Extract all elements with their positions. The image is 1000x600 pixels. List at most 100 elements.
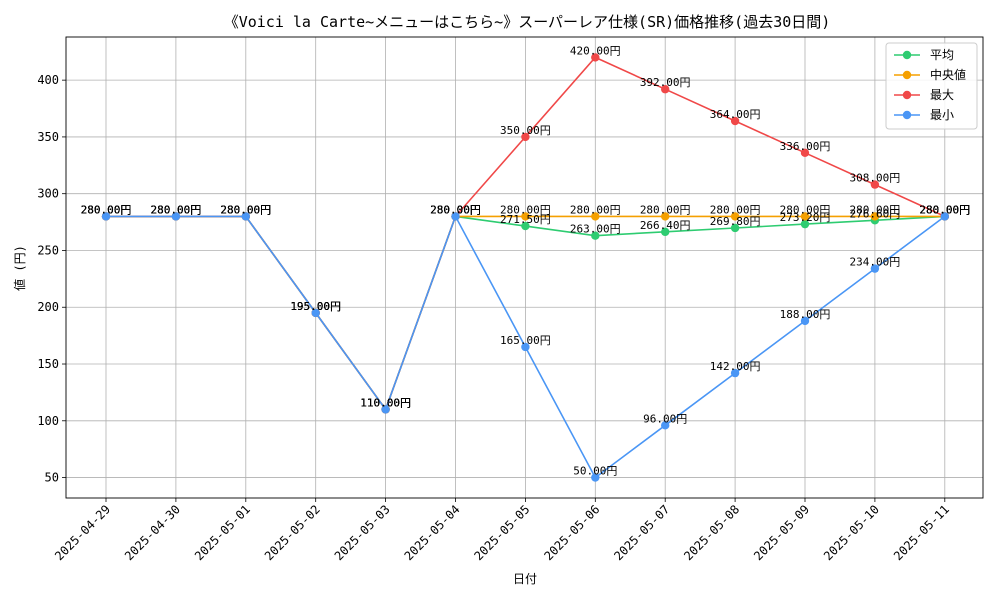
data-label: 280.00円 bbox=[151, 203, 202, 216]
data-label: 195.00円 bbox=[290, 300, 341, 313]
data-label: 195.00円 bbox=[290, 300, 341, 313]
data-label: 280.00円 bbox=[430, 203, 481, 216]
x-tick-label: 2025-05-05 bbox=[472, 502, 533, 563]
data-labels: 280.00円 280.00円 280.00円 195.00円 110.00円 280.0… bbox=[81, 44, 971, 477]
y-tick-label: 50 bbox=[45, 471, 59, 485]
data-point bbox=[940, 212, 949, 221]
data-point bbox=[661, 85, 670, 94]
data-label: 280.00円 bbox=[780, 203, 831, 216]
data-label: 280.00円 bbox=[430, 203, 481, 216]
series-layer bbox=[101, 53, 949, 482]
y-axis-label: 値 (円) bbox=[12, 245, 27, 291]
legend-marker bbox=[902, 50, 912, 60]
data-label: 280.00円 bbox=[81, 203, 132, 216]
x-tick-label: 2025-05-04 bbox=[402, 502, 463, 563]
data-label: 271.50円 bbox=[500, 213, 551, 226]
data-point bbox=[870, 264, 880, 273]
data-label: 420.00円 bbox=[570, 44, 621, 57]
data-point bbox=[730, 212, 740, 221]
data-point bbox=[311, 308, 320, 318]
data-point bbox=[661, 421, 670, 430]
data-label: 280.00円 bbox=[151, 203, 202, 216]
data-point bbox=[451, 212, 460, 221]
legend-label: 平均 bbox=[930, 48, 954, 62]
x-tick-label: 2025-05-03 bbox=[332, 502, 393, 563]
data-point bbox=[800, 316, 810, 326]
chart-title: 《Voici la Carte~メニューはこちら~》スーパーレア仕様(SR)価格… bbox=[224, 13, 831, 31]
data-point bbox=[591, 231, 600, 240]
legend-label: 中央値 bbox=[930, 67, 966, 82]
grid bbox=[66, 37, 983, 498]
data-label: 110.00円 bbox=[360, 396, 411, 409]
y-tick-label: 250 bbox=[37, 243, 59, 257]
x-tick-label: 2025-05-11 bbox=[891, 502, 952, 563]
data-point bbox=[241, 212, 250, 221]
data-point bbox=[800, 148, 810, 158]
data-label: 280.00円 bbox=[81, 203, 132, 216]
x-axis-label: 日付 bbox=[513, 572, 537, 586]
data-label: 392.00円 bbox=[640, 76, 691, 89]
data-label: 280.00円 bbox=[430, 203, 481, 216]
y-tick-label: 350 bbox=[37, 130, 59, 144]
data-label: 350.00円 bbox=[500, 124, 551, 137]
y-tick-label: 400 bbox=[37, 73, 59, 87]
data-label: 280.00円 bbox=[500, 203, 551, 216]
x-tick-label: 2025-05-10 bbox=[821, 502, 882, 563]
data-label: 280.00円 bbox=[220, 203, 271, 216]
data-label: 280.00円 bbox=[919, 203, 970, 216]
data-label: 110.00円 bbox=[360, 396, 411, 409]
data-point bbox=[800, 212, 810, 221]
data-label: 276.60円 bbox=[850, 207, 901, 220]
data-label: 280.00円 bbox=[81, 203, 132, 216]
plot-frame bbox=[65, 36, 984, 499]
series-4 bbox=[101, 212, 949, 482]
y-tick-label: 300 bbox=[37, 187, 59, 201]
data-label: 195.00円 bbox=[290, 300, 341, 313]
data-label: 308.00円 bbox=[850, 172, 901, 185]
data-point bbox=[800, 219, 810, 229]
data-label: 280.00円 bbox=[850, 203, 901, 216]
data-label: 165.00円 bbox=[500, 334, 551, 347]
data-point bbox=[521, 221, 530, 231]
data-label: 280.00円 bbox=[151, 203, 202, 216]
y-tick-label: 200 bbox=[37, 300, 59, 314]
data-label: 336.00円 bbox=[780, 140, 831, 153]
data-label: 110.00円 bbox=[360, 396, 411, 409]
data-point bbox=[870, 180, 880, 189]
data-label: 364.00円 bbox=[710, 108, 761, 121]
legend-label: 最大 bbox=[930, 88, 954, 102]
data-label: 263.00円 bbox=[570, 223, 621, 236]
x-tick-label: 2025-05-02 bbox=[262, 502, 323, 563]
data-label: 280.00円 bbox=[919, 203, 970, 216]
data-point bbox=[730, 223, 740, 233]
x-tick-label: 2025-04-30 bbox=[122, 502, 183, 563]
legend-marker bbox=[902, 110, 912, 120]
data-label: 280.00円 bbox=[220, 203, 271, 216]
data-label: 50.00円 bbox=[573, 465, 617, 478]
data-label: 110.00円 bbox=[360, 396, 411, 409]
x-tick-label: 2025-05-08 bbox=[681, 502, 742, 563]
legend-marker bbox=[902, 90, 912, 100]
data-point bbox=[381, 405, 390, 414]
data-label: 280.00円 bbox=[81, 203, 132, 216]
axes: 2025-04-29 2025-04-30 2025-05-01 2025-05-02… bbox=[37, 36, 984, 563]
x-tick-label: 2025-04-29 bbox=[52, 502, 113, 563]
data-point bbox=[521, 212, 530, 221]
data-label: 280.00円 bbox=[220, 203, 271, 216]
data-point bbox=[101, 212, 111, 221]
data-label: 280.00円 bbox=[710, 203, 761, 216]
legend-label: 最小 bbox=[930, 108, 954, 122]
data-label: 142.00円 bbox=[710, 360, 761, 373]
data-point bbox=[171, 212, 181, 221]
data-label: 96.00円 bbox=[643, 412, 687, 425]
data-point bbox=[591, 473, 600, 482]
legend-marker bbox=[902, 70, 912, 80]
data-label: 273.20円 bbox=[780, 211, 831, 224]
data-point bbox=[521, 342, 530, 352]
data-point bbox=[661, 227, 670, 237]
data-label: 266.40円 bbox=[640, 219, 691, 232]
y-tick-label: 150 bbox=[37, 357, 59, 371]
data-label: 280.00円 bbox=[570, 203, 621, 216]
